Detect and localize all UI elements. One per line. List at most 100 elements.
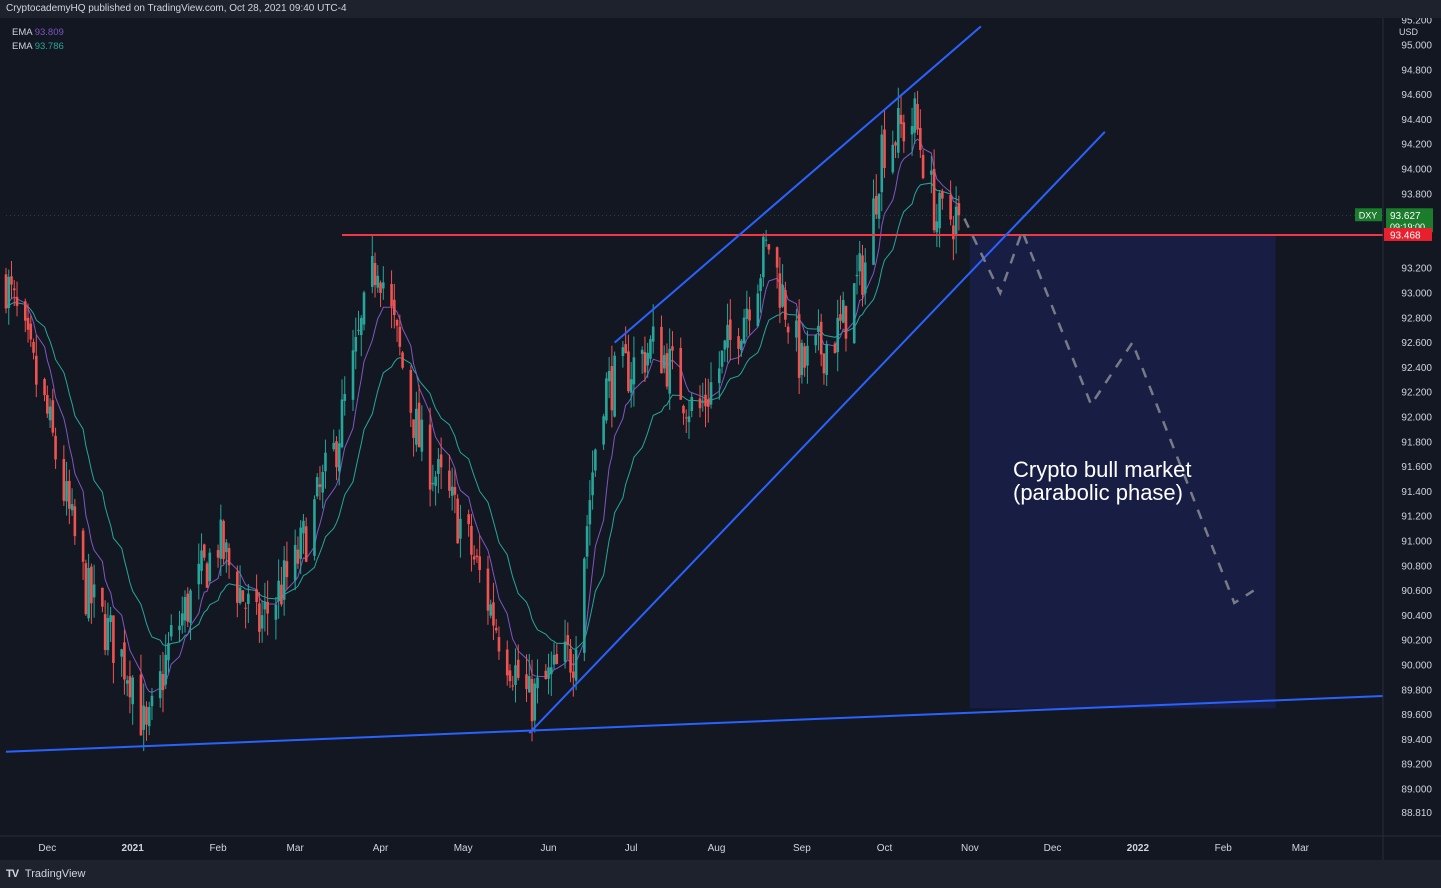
candle-body[interactable] <box>395 319 399 326</box>
candle-body[interactable] <box>566 635 570 646</box>
candle-body[interactable] <box>583 558 586 653</box>
candle-body[interactable] <box>475 555 479 558</box>
candle-body[interactable] <box>277 580 280 602</box>
candle-body[interactable] <box>797 314 801 378</box>
candle-body[interactable] <box>492 602 495 626</box>
candle-body[interactable] <box>627 351 630 392</box>
candle-body[interactable] <box>145 706 148 725</box>
candle-body[interactable] <box>930 170 933 175</box>
candle-body[interactable] <box>679 347 683 400</box>
candle-body[interactable] <box>527 676 531 693</box>
candle-body[interactable] <box>62 458 66 501</box>
candle-body[interactable] <box>957 203 961 216</box>
candle-body[interactable] <box>340 399 344 448</box>
candle-body[interactable] <box>478 556 481 571</box>
candle-body[interactable] <box>412 419 415 438</box>
candle-body[interactable] <box>260 615 264 629</box>
candle-body[interactable] <box>514 665 517 685</box>
currency-label[interactable]: USD <box>1399 27 1419 37</box>
candle-body[interactable] <box>32 341 35 353</box>
candle-body[interactable] <box>899 114 903 125</box>
candle-body[interactable] <box>359 317 363 336</box>
candle-body[interactable] <box>778 273 782 308</box>
candle-body[interactable] <box>817 325 820 332</box>
candle-body[interactable] <box>337 443 341 472</box>
candle-body[interactable] <box>759 278 762 292</box>
tradingview-logo-icon[interactable]: TV <box>6 868 19 880</box>
candle-body[interactable] <box>354 336 358 352</box>
candle-body[interactable] <box>390 284 393 307</box>
candle-body[interactable] <box>767 244 771 250</box>
candle-body[interactable] <box>417 402 421 448</box>
candle-body[interactable] <box>852 283 856 344</box>
candle-body[interactable] <box>448 470 451 491</box>
candle-body[interactable] <box>304 526 308 562</box>
candle-body[interactable] <box>748 309 751 321</box>
candle-body[interactable] <box>839 314 842 321</box>
candle-body[interactable] <box>351 350 355 400</box>
candle-body[interactable] <box>938 192 941 229</box>
candle-body[interactable] <box>401 352 404 368</box>
projection-path[interactable] <box>963 218 1255 605</box>
candle-body[interactable] <box>516 659 520 678</box>
candle-body[interactable] <box>318 484 322 487</box>
candle-body[interactable] <box>142 705 145 730</box>
candle-body[interactable] <box>186 593 190 622</box>
brand-name[interactable]: TradingView <box>24 868 86 880</box>
candle-body[interactable] <box>563 641 567 662</box>
candle-body[interactable] <box>894 142 897 146</box>
candle-body[interactable] <box>15 296 19 306</box>
candle-body[interactable] <box>742 317 746 344</box>
candle-body[interactable] <box>161 673 165 691</box>
candle-body[interactable] <box>23 301 27 321</box>
ema-fast-legend[interactable]: EMA 93.809 <box>12 26 64 40</box>
candle-body[interactable] <box>167 643 170 661</box>
candle-body[interactable] <box>729 319 732 340</box>
candle-body[interactable] <box>285 561 289 578</box>
candle-body[interactable] <box>585 526 589 557</box>
candle-body[interactable] <box>621 347 625 356</box>
candle-body[interactable] <box>123 642 126 680</box>
candle-body[interactable] <box>7 276 11 309</box>
candle-body[interactable] <box>569 649 572 673</box>
candle-body[interactable] <box>841 300 845 323</box>
candle-body[interactable] <box>208 552 212 582</box>
candle-body[interactable] <box>632 357 636 385</box>
candle-body[interactable] <box>302 520 305 534</box>
candle-body[interactable] <box>941 191 944 199</box>
candle-body[interactable] <box>362 292 366 325</box>
candle-body[interactable] <box>225 542 228 553</box>
candle-body[interactable] <box>698 398 702 409</box>
candle-body[interactable] <box>81 530 85 562</box>
candle-body[interactable] <box>682 405 685 414</box>
candle-body[interactable] <box>530 678 534 722</box>
candle-body[interactable] <box>858 253 862 272</box>
trendline-3[interactable] <box>528 131 1106 734</box>
candle-body[interactable] <box>726 324 729 348</box>
candle-body[interactable] <box>87 568 90 619</box>
candle-body[interactable] <box>343 393 347 401</box>
candle-body[interactable] <box>109 615 112 622</box>
candle-body[interactable] <box>574 649 578 681</box>
candle-body[interactable] <box>701 401 705 403</box>
candle-body[interactable] <box>723 340 727 350</box>
candle-body[interactable] <box>781 285 784 307</box>
candle-body[interactable] <box>607 370 611 382</box>
candle-body[interactable] <box>65 481 68 502</box>
candle-body[interactable] <box>883 129 886 168</box>
candle-body[interactable] <box>784 290 787 320</box>
candle-body[interactable] <box>456 498 459 544</box>
candle-body[interactable] <box>202 544 206 558</box>
candle-body[interactable] <box>775 247 779 268</box>
candle-body[interactable] <box>241 590 245 602</box>
candle-body[interactable] <box>415 408 418 445</box>
candle-body[interactable] <box>51 400 55 433</box>
symbol-tag[interactable] <box>1355 208 1382 222</box>
candle-body[interactable] <box>84 563 88 615</box>
candle-body[interactable] <box>247 593 250 604</box>
candle-body[interactable] <box>296 549 300 564</box>
candle-body[interactable] <box>216 550 220 558</box>
trendline-2[interactable] <box>613 25 982 344</box>
candle-body[interactable] <box>833 343 837 354</box>
